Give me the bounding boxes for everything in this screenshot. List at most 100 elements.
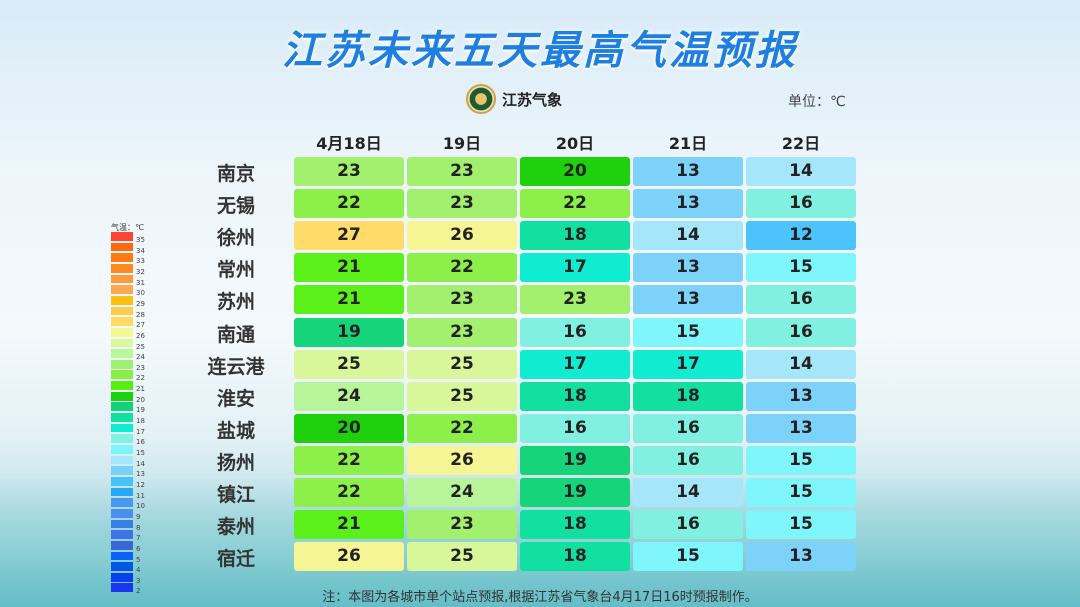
temperature-cell: 23 xyxy=(407,510,517,540)
legend-label: 17 xyxy=(136,427,145,436)
temperature-cell: 19 xyxy=(520,445,630,475)
city-label: 无锡 xyxy=(216,195,255,218)
temperature-cell: 15 xyxy=(746,445,856,475)
legend-label: 9 xyxy=(136,512,141,521)
temperature-cell: 17 xyxy=(633,349,743,379)
legend-swatch xyxy=(111,413,133,422)
temperature-cell: 23 xyxy=(520,285,630,315)
temperature-cell: 23 xyxy=(407,189,517,219)
temperature-cell: 13 xyxy=(746,381,856,411)
temperature-cell: 22 xyxy=(407,413,517,443)
city-label: 扬州 xyxy=(216,451,255,474)
legend-label: 15 xyxy=(136,449,145,457)
temperature-cell: 13 xyxy=(746,413,856,443)
legend-label: 6 xyxy=(136,544,141,553)
date-header: 22日 xyxy=(781,134,821,153)
legend-label: 3 xyxy=(136,576,141,585)
temperature-cell: 15 xyxy=(633,317,743,347)
temperature-cell: 15 xyxy=(633,542,743,572)
logo: 江苏气象 xyxy=(466,84,562,114)
temperature-cell: 21 xyxy=(294,285,404,315)
legend-label: 29 xyxy=(136,299,145,308)
date-header: 19日 xyxy=(442,134,482,153)
temperature-cell: 18 xyxy=(520,381,630,411)
legend-label: 10 xyxy=(136,502,145,511)
temperature-cell: 16 xyxy=(520,413,630,443)
temperature-cell: 15 xyxy=(746,253,856,283)
legend-label: 4 xyxy=(136,566,141,575)
temperature-cell: 20 xyxy=(294,413,404,443)
temperature-cell: 20 xyxy=(520,157,630,186)
legend-label: 2 xyxy=(136,587,141,596)
temperature-cell: 23 xyxy=(294,157,404,186)
date-header: 20日 xyxy=(555,134,595,153)
unit-label: 单位：℃ xyxy=(788,94,846,110)
legend-swatch xyxy=(111,562,133,571)
legend-title: 气温：℃ xyxy=(111,223,144,232)
temperature-cell: 18 xyxy=(633,381,743,411)
temperature-cell: 24 xyxy=(294,381,404,411)
temperature-cell: 17 xyxy=(520,253,630,283)
legend-label: 31 xyxy=(136,278,145,287)
temperature-cell: 16 xyxy=(633,413,743,443)
city-label: 苏州 xyxy=(216,291,255,314)
legend-swatch xyxy=(111,263,133,273)
temperature-cell: 14 xyxy=(746,349,856,379)
legend-swatch xyxy=(111,274,133,284)
legend-swatch xyxy=(111,508,133,518)
temperature-cell: 19 xyxy=(294,317,404,347)
legend-swatch xyxy=(111,572,133,582)
legend-swatch xyxy=(111,391,133,401)
temperature-cell: 15 xyxy=(746,478,856,507)
city-label: 连云港 xyxy=(207,355,265,378)
temperature-cell: 27 xyxy=(294,221,404,251)
legend-label: 11 xyxy=(136,491,145,500)
temperature-cell: 23 xyxy=(407,317,517,347)
temperature-cell: 14 xyxy=(746,157,856,186)
legend-swatch xyxy=(111,466,133,476)
temperature-cell: 22 xyxy=(294,445,404,475)
temperature-cell: 14 xyxy=(633,221,743,251)
temperature-cell: 22 xyxy=(294,189,404,219)
legend-swatch xyxy=(111,295,133,305)
city-label: 宿迁 xyxy=(216,548,255,571)
legend-label: 18 xyxy=(136,417,145,426)
legend-label: 23 xyxy=(136,363,145,372)
legend-swatch xyxy=(111,434,133,444)
footnote: 注：本图为各城市单个站点预报,根据江苏省气象台4月17日16时预报制作。 xyxy=(322,590,758,605)
legend-label: 25 xyxy=(136,342,145,351)
legend-swatch xyxy=(111,338,133,348)
temperature-cell: 22 xyxy=(520,189,630,219)
legend-swatch xyxy=(111,370,133,380)
temperature-cell: 13 xyxy=(746,542,856,572)
logo-text: 江苏气象 xyxy=(502,90,563,109)
date-header: 4月18日 xyxy=(316,134,382,153)
city-label: 常州 xyxy=(216,259,255,282)
legend-swatch xyxy=(111,242,133,252)
temperature-cell: 16 xyxy=(746,189,856,219)
temperature-cell: 25 xyxy=(407,542,517,572)
legend-label: 30 xyxy=(136,289,145,298)
legend-label: 22 xyxy=(136,374,145,383)
legend-swatch xyxy=(111,519,133,529)
legend-label: 14 xyxy=(136,459,145,468)
city-label: 淮安 xyxy=(216,387,255,410)
city-label: 镇江 xyxy=(216,484,255,506)
temperature-cell: 22 xyxy=(407,253,517,283)
legend-swatch xyxy=(111,551,133,561)
legend-label: 20 xyxy=(136,395,145,404)
legend-swatch xyxy=(111,359,133,369)
legend-swatch xyxy=(111,349,133,358)
legend-swatch xyxy=(111,306,133,316)
legend-swatch xyxy=(111,402,133,412)
legend-label: 33 xyxy=(136,257,145,266)
legend-swatch xyxy=(111,583,133,593)
legend-label: 8 xyxy=(136,523,141,532)
temperature-cell: 23 xyxy=(407,285,517,315)
legend-label: 7 xyxy=(136,534,141,543)
legend-swatch xyxy=(111,285,133,295)
page-title: 江苏未来五天最高气温预报 xyxy=(282,28,798,74)
legend-label: 26 xyxy=(136,331,145,340)
legend-swatch xyxy=(111,381,133,390)
legend-label: 13 xyxy=(136,470,145,479)
